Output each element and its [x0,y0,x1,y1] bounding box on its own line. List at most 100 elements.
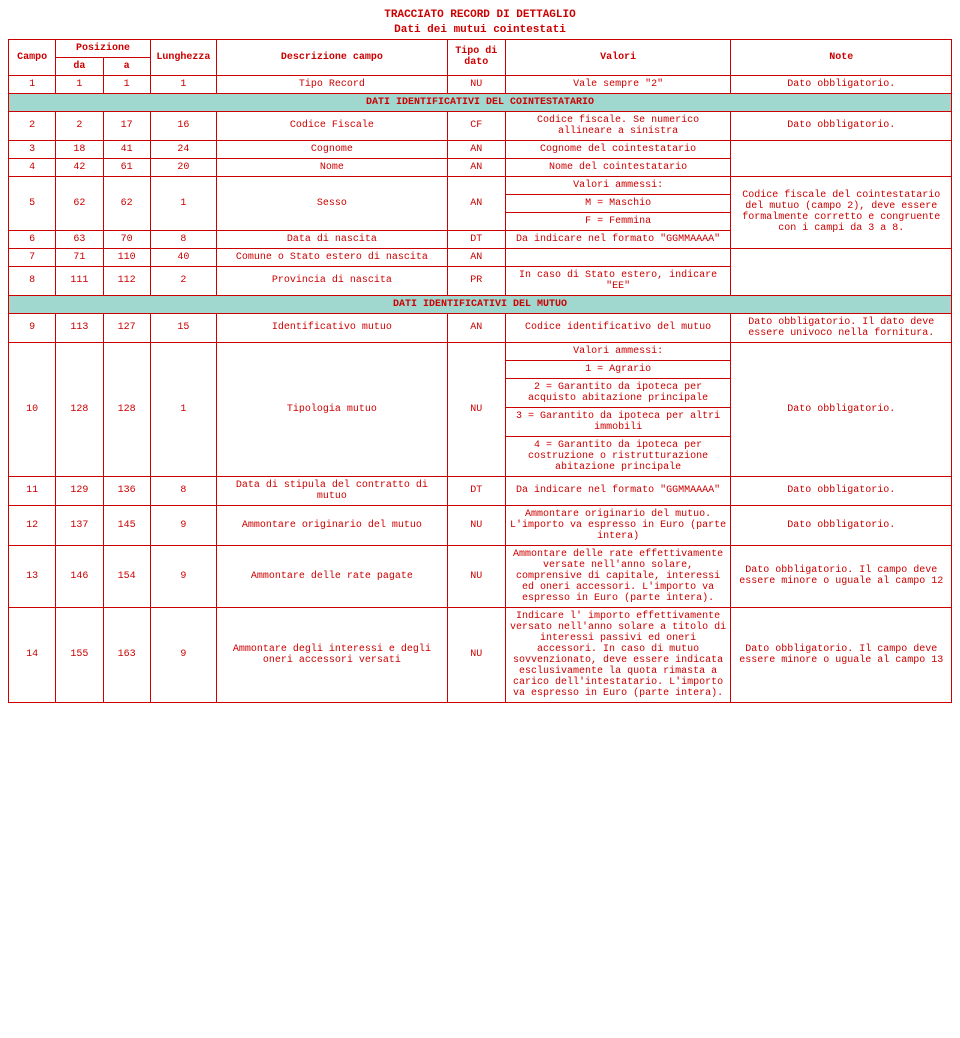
table-row: 13 146 154 9 Ammontare delle rate pagate… [9,545,952,607]
cell-campo: 9 [9,313,56,342]
cell-da: 111 [56,266,103,295]
cell-lun: 15 [150,313,216,342]
cell-da: 155 [56,607,103,702]
cell-desc: Nome [216,158,447,176]
cell-da: 18 [56,140,103,158]
th-campo: Campo [9,39,56,75]
cell-tipo: AN [447,313,505,342]
th-a: a [103,57,150,75]
cell-campo: 6 [9,230,56,248]
th-posizione: Posizione [56,39,151,57]
doc-title-2: Dati dei mutui cointestati [8,23,952,38]
cell-val-empty [505,248,731,266]
cell-da: 42 [56,158,103,176]
cell-val: Codice identificativo del mutuo [505,313,731,342]
cell-val: Cognome del cointestatario [505,140,731,158]
cell-da: 1 [56,75,103,93]
record-table: Campo Posizione Lunghezza Descrizione ca… [8,39,952,703]
cell-a: 1 [103,75,150,93]
cell-campo: 2 [9,111,56,140]
table-row: 12 137 145 9 Ammontare originario del mu… [9,505,952,545]
section-row: DATI IDENTIFICATIVI DEL COINTESTATARIO [9,93,952,111]
cell-tipo: AN [447,248,505,266]
cell-campo: 10 [9,342,56,476]
cell-val: 3 = Garantito da ipoteca per altri immob… [505,407,731,436]
th-tipo: Tipo di dato [447,39,505,75]
cell-da: 146 [56,545,103,607]
cell-note-shared: Codice fiscale del cointestatario del mu… [731,176,952,248]
section-header-1: DATI IDENTIFICATIVI DEL COINTESTATARIO [9,93,952,111]
cell-desc: Data di stipula del contratto di mutuo [216,476,447,505]
table-row: 14 155 163 9 Ammontare degli interessi e… [9,607,952,702]
cell-a: 17 [103,111,150,140]
cell-desc: Codice Fiscale [216,111,447,140]
cell-a: 61 [103,158,150,176]
cell-desc: Comune o Stato estero di nascita [216,248,447,266]
cell-campo: 4 [9,158,56,176]
cell-note: Dato obbligatorio. [731,476,952,505]
cell-note: Dato obbligatorio. Il campo deve essere … [731,607,952,702]
cell-campo: 1 [9,75,56,93]
th-lunghezza: Lunghezza [150,39,216,75]
cell-desc: Tipologia mutuo [216,342,447,476]
cell-tipo: NU [447,505,505,545]
cell-lun: 40 [150,248,216,266]
cell-lun: 1 [150,75,216,93]
cell-lun: 24 [150,140,216,158]
cell-tipo: PR [447,266,505,295]
cell-desc: Cognome [216,140,447,158]
cell-a: 62 [103,176,150,230]
th-descrizione: Descrizione campo [216,39,447,75]
table-row: 5 62 62 1 Sesso AN Valori ammessi: Codic… [9,176,952,194]
cell-lun: 9 [150,607,216,702]
cell-note-empty [731,140,952,176]
cell-campo: 7 [9,248,56,266]
cell-note: Dato obbligatorio. Il campo deve essere … [731,545,952,607]
section-header-2: DATI IDENTIFICATIVI DEL MUTUO [9,295,952,313]
cell-lun: 20 [150,158,216,176]
cell-lun: 16 [150,111,216,140]
cell-a: 41 [103,140,150,158]
cell-da: 128 [56,342,103,476]
cell-lun: 8 [150,476,216,505]
cell-val: 4 = Garantito da ipoteca per costruzione… [505,436,731,476]
cell-tipo: CF [447,111,505,140]
table-row: 9 113 127 15 Identificativo mutuo AN Cod… [9,313,952,342]
cell-campo: 11 [9,476,56,505]
cell-tipo: AN [447,158,505,176]
table-row: 7 71 110 40 Comune o Stato estero di nas… [9,248,952,266]
cell-val: Da indicare nel formato "GGMMAAAA" [505,230,731,248]
cell-da: 62 [56,176,103,230]
cell-val: Ammontare delle rate effettivamente vers… [505,545,731,607]
th-da: da [56,57,103,75]
cell-note-empty [731,248,952,295]
cell-da: 113 [56,313,103,342]
cell-desc: Ammontare originario del mutuo [216,505,447,545]
cell-desc: Data di nascita [216,230,447,248]
cell-val: In caso di Stato estero, indicare "EE" [505,266,731,295]
cell-val: Valori ammessi: [505,176,731,194]
cell-val: Indicare l' importo effettivamente versa… [505,607,731,702]
doc-title-1: TRACCIATO RECORD DI DETTAGLIO [8,8,952,23]
cell-tipo: DT [447,230,505,248]
cell-tipo: NU [447,75,505,93]
cell-tipo: NU [447,545,505,607]
cell-lun: 1 [150,342,216,476]
cell-val: Vale sempre "2" [505,75,731,93]
table-row: 1 1 1 1 Tipo Record NU Vale sempre "2" D… [9,75,952,93]
cell-da: 63 [56,230,103,248]
table-row: 3 18 41 24 Cognome AN Cognome del cointe… [9,140,952,158]
cell-note: Dato obbligatorio. [731,111,952,140]
cell-campo: 5 [9,176,56,230]
cell-lun: 1 [150,176,216,230]
cell-val: Nome del cointestatario [505,158,731,176]
cell-lun: 9 [150,505,216,545]
cell-val: Codice fiscale. Se numerico allineare a … [505,111,731,140]
cell-campo: 12 [9,505,56,545]
cell-desc: Sesso [216,176,447,230]
cell-note: Dato obbligatorio. [731,75,952,93]
cell-val: 2 = Garantito da ipoteca per acquisto ab… [505,378,731,407]
cell-da: 137 [56,505,103,545]
cell-tipo: AN [447,140,505,158]
table-row: 10 128 128 1 Tipologia mutuo NU Valori a… [9,342,952,360]
